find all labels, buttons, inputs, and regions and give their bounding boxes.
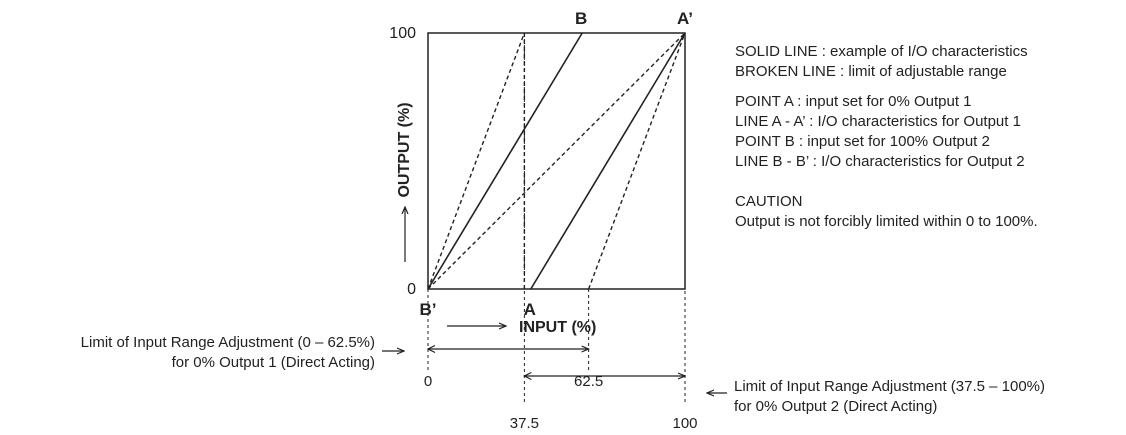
legend-notes: SOLID LINE : example of I/O characterist… [735, 42, 1038, 232]
range-1-start-head [426, 344, 436, 354]
point-b-label: B [575, 9, 587, 28]
broken-line-3 [427, 32, 686, 290]
solid-line-1 [530, 32, 686, 290]
range-1-label-line-1: Limit of Input Range Adjustment (0 – 62.… [81, 334, 375, 351]
point-b-prime-label: B’ [420, 300, 437, 319]
point-b-note: POINT B : input set for 100% Output 2 [735, 133, 990, 150]
caution-text: Output is not forcibly limited within 0 … [735, 213, 1038, 230]
point-a-prime-label: A’ [677, 9, 693, 28]
x-tick-62-5: 62.5 [574, 373, 603, 390]
x-tick-0: 0 [424, 373, 432, 390]
point-a-note: POINT A : input set for 0% Output 1 [735, 93, 972, 110]
solid-line-0 [427, 32, 583, 290]
x-tick-100: 100 [672, 415, 697, 430]
caution-title: CAUTION [735, 193, 803, 210]
line-b-note: LINE B - B’ : I/O characteristics for Ou… [735, 153, 1025, 170]
line-a-note: LINE A - A’ : I/O characteristics for Ou… [735, 113, 1021, 130]
point-a-label: A [524, 300, 536, 319]
range-2-label-line-1: Limit of Input Range Adjustment (37.5 – … [734, 378, 1045, 395]
broken-line-4 [587, 32, 686, 290]
x-axis-label: INPUT (%) [519, 319, 596, 336]
broken-line-note: BROKEN LINE : limit of adjustable range [735, 63, 1007, 80]
x-tick-37-5: 37.5 [510, 415, 539, 430]
y-tick-100: 100 [389, 25, 416, 42]
broken-line-2 [427, 32, 526, 290]
range-2-label-line-2: for 0% Output 2 (Direct Acting) [734, 398, 937, 415]
range-1-label-line-2: for 0% Output 1 (Direct Acting) [172, 354, 375, 371]
y-axis-label: OUTPUT (%) [396, 102, 413, 197]
y-tick-0: 0 [407, 281, 416, 298]
range-2-start-head [523, 371, 532, 381]
solid-line-note: SOLID LINE : example of I/O characterist… [735, 43, 1028, 60]
